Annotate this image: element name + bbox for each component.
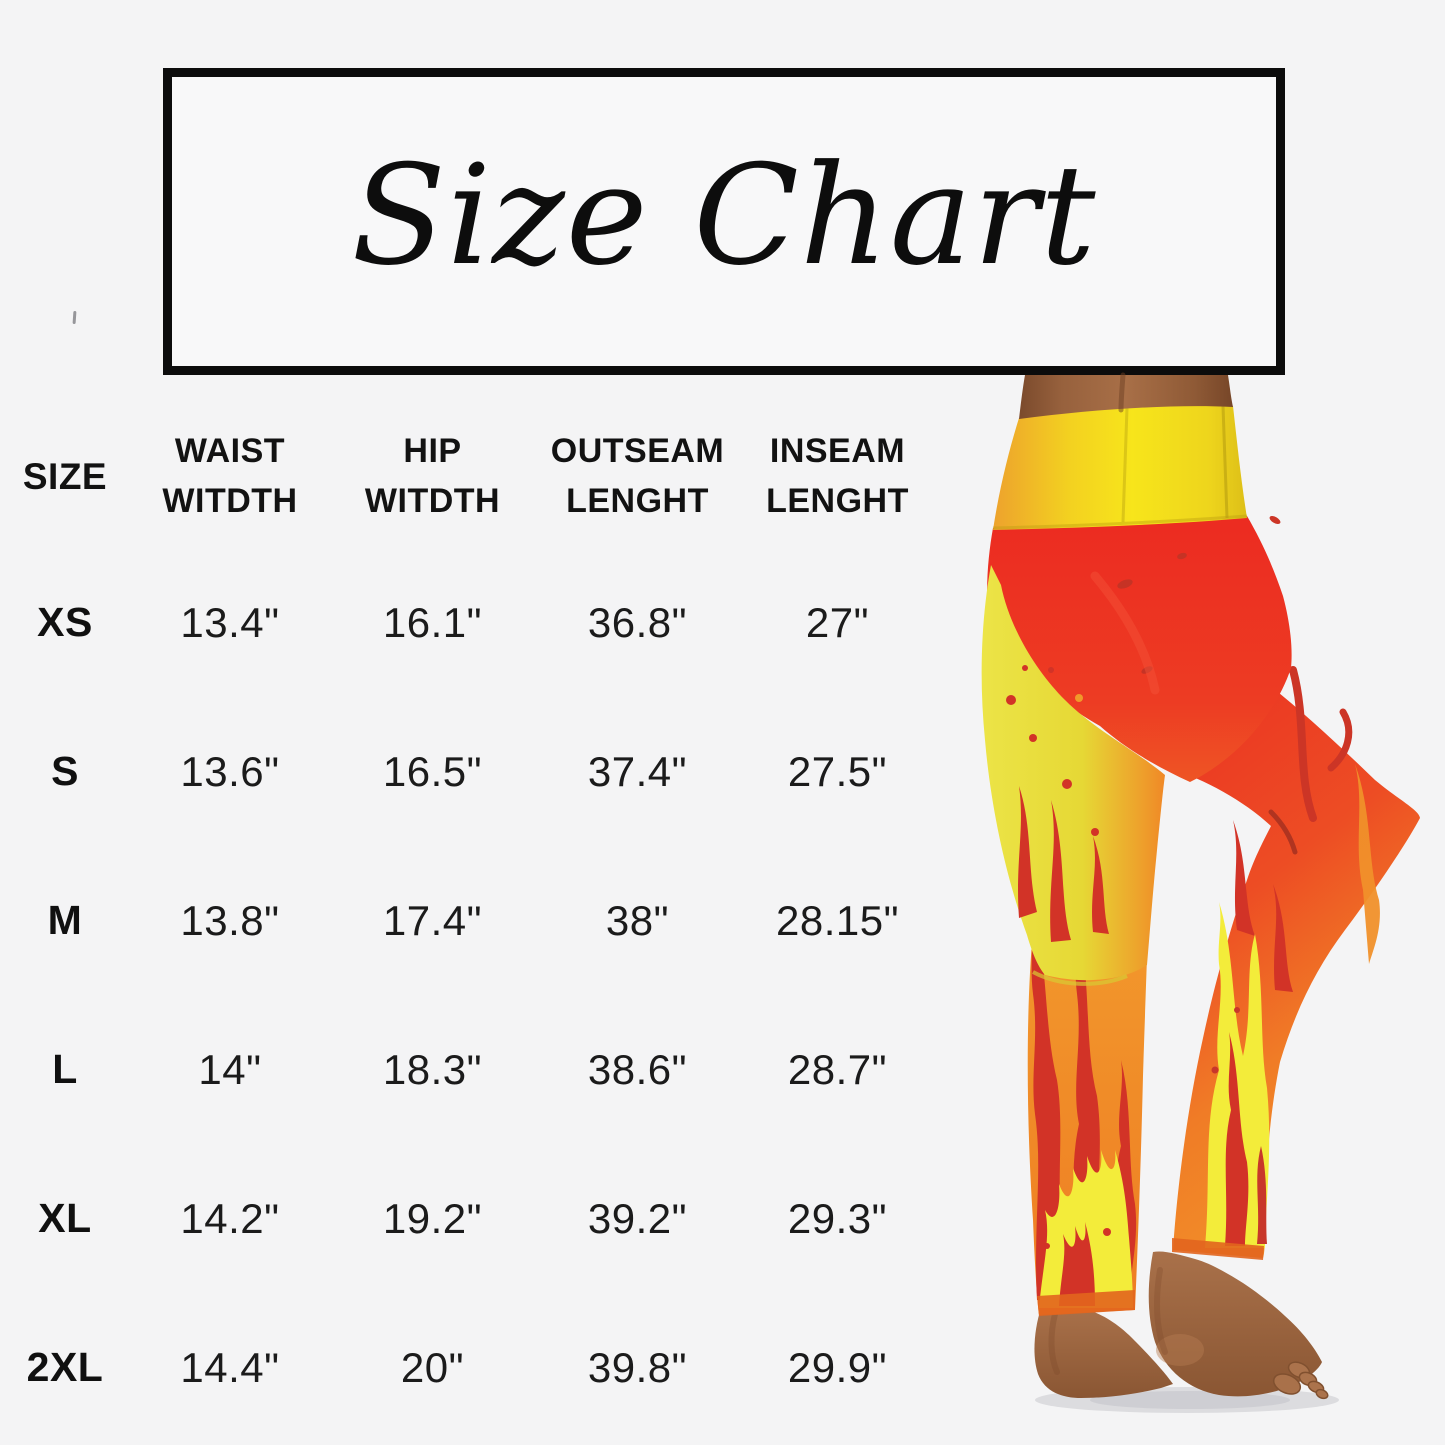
torso-skin — [1019, 372, 1233, 419]
cell-inseam: 28.7" — [787, 1045, 888, 1093]
table-row: M 13.8" 17.4" 38" 28.15" — [0, 846, 935, 995]
front-thigh-yellow — [981, 565, 1165, 986]
cell-size: L — [52, 1046, 78, 1092]
cell-waist: 13.8" — [180, 896, 280, 944]
cell-inseam: 29.3" — [787, 1194, 888, 1242]
cell-outseam: 39.8" — [587, 1343, 688, 1391]
table-row: L 14" 18.3" 38.6" 28.7" — [0, 995, 935, 1144]
cell-hip: 19.2" — [382, 1194, 483, 1242]
leggings-seat — [987, 516, 1292, 782]
waistband — [992, 405, 1248, 530]
front-foot — [1034, 1308, 1173, 1398]
cell-outseam: 39.2" — [587, 1194, 688, 1242]
cell-hip: 18.3" — [382, 1045, 483, 1093]
cell-size: 2XL — [26, 1344, 104, 1390]
back-foot — [1148, 1251, 1329, 1400]
cell-outseam: 38.6" — [587, 1045, 688, 1093]
cell-hip: 20" — [400, 1343, 465, 1391]
table-header-row: SIZE WAIST WITDTH HIP WITDTH OUTSEAM LEN… — [0, 420, 935, 548]
cell-waist: 14.4" — [180, 1343, 280, 1391]
cell-hip: 16.5" — [382, 747, 483, 795]
cell-outseam: 36.8" — [587, 598, 688, 646]
cell-hip: 17.4" — [382, 896, 483, 944]
cell-size: XS — [37, 599, 93, 645]
cell-inseam: 29.9" — [787, 1343, 888, 1391]
product-photo-flame-leggings — [981, 372, 1420, 1413]
size-table: SIZE WAIST WITDTH HIP WITDTH OUTSEAM LEN… — [0, 420, 935, 1442]
page-title: Size Chart — [351, 135, 1097, 296]
column-header-waist: WAIST WITDTH — [162, 432, 298, 520]
column-header-hip: HIP WITDTH — [364, 432, 501, 520]
cell-inseam: 27" — [805, 598, 870, 646]
cell-waist: 14.2" — [180, 1194, 280, 1242]
cell-hip: 16.1" — [382, 598, 483, 646]
cell-waist: 13.4" — [180, 598, 280, 646]
title-box: Size Chart — [163, 68, 1285, 375]
table-row: XL 14.2" 19.2" 39.2" 29.3" — [0, 1144, 935, 1293]
cell-size: M — [47, 897, 83, 943]
cell-waist: 14" — [198, 1045, 262, 1093]
cell-outseam: 37.4" — [587, 747, 688, 795]
cell-outseam: 38" — [605, 896, 670, 944]
cell-inseam: 28.15" — [775, 896, 899, 944]
cell-waist: 13.6" — [180, 747, 280, 795]
column-header-outseam: OUTSEAM LENGHT — [550, 432, 725, 520]
column-header-inseam: INSEAM LENGHT — [766, 432, 909, 520]
front-lower-leg — [1027, 904, 1148, 1316]
stray-mark — [72, 310, 77, 325]
cell-size: XL — [38, 1195, 92, 1241]
table-row: 2XL 14.4" 20" 39.8" 29.9" — [0, 1293, 935, 1442]
cell-inseam: 27.5" — [787, 747, 888, 795]
column-header-size: SIZE — [22, 456, 108, 497]
table-row: S 13.6" 16.5" 37.4" 27.5" — [0, 697, 935, 846]
table-row: XS 13.4" 16.1" 36.8" 27" — [0, 548, 935, 697]
cell-size: S — [51, 748, 79, 794]
